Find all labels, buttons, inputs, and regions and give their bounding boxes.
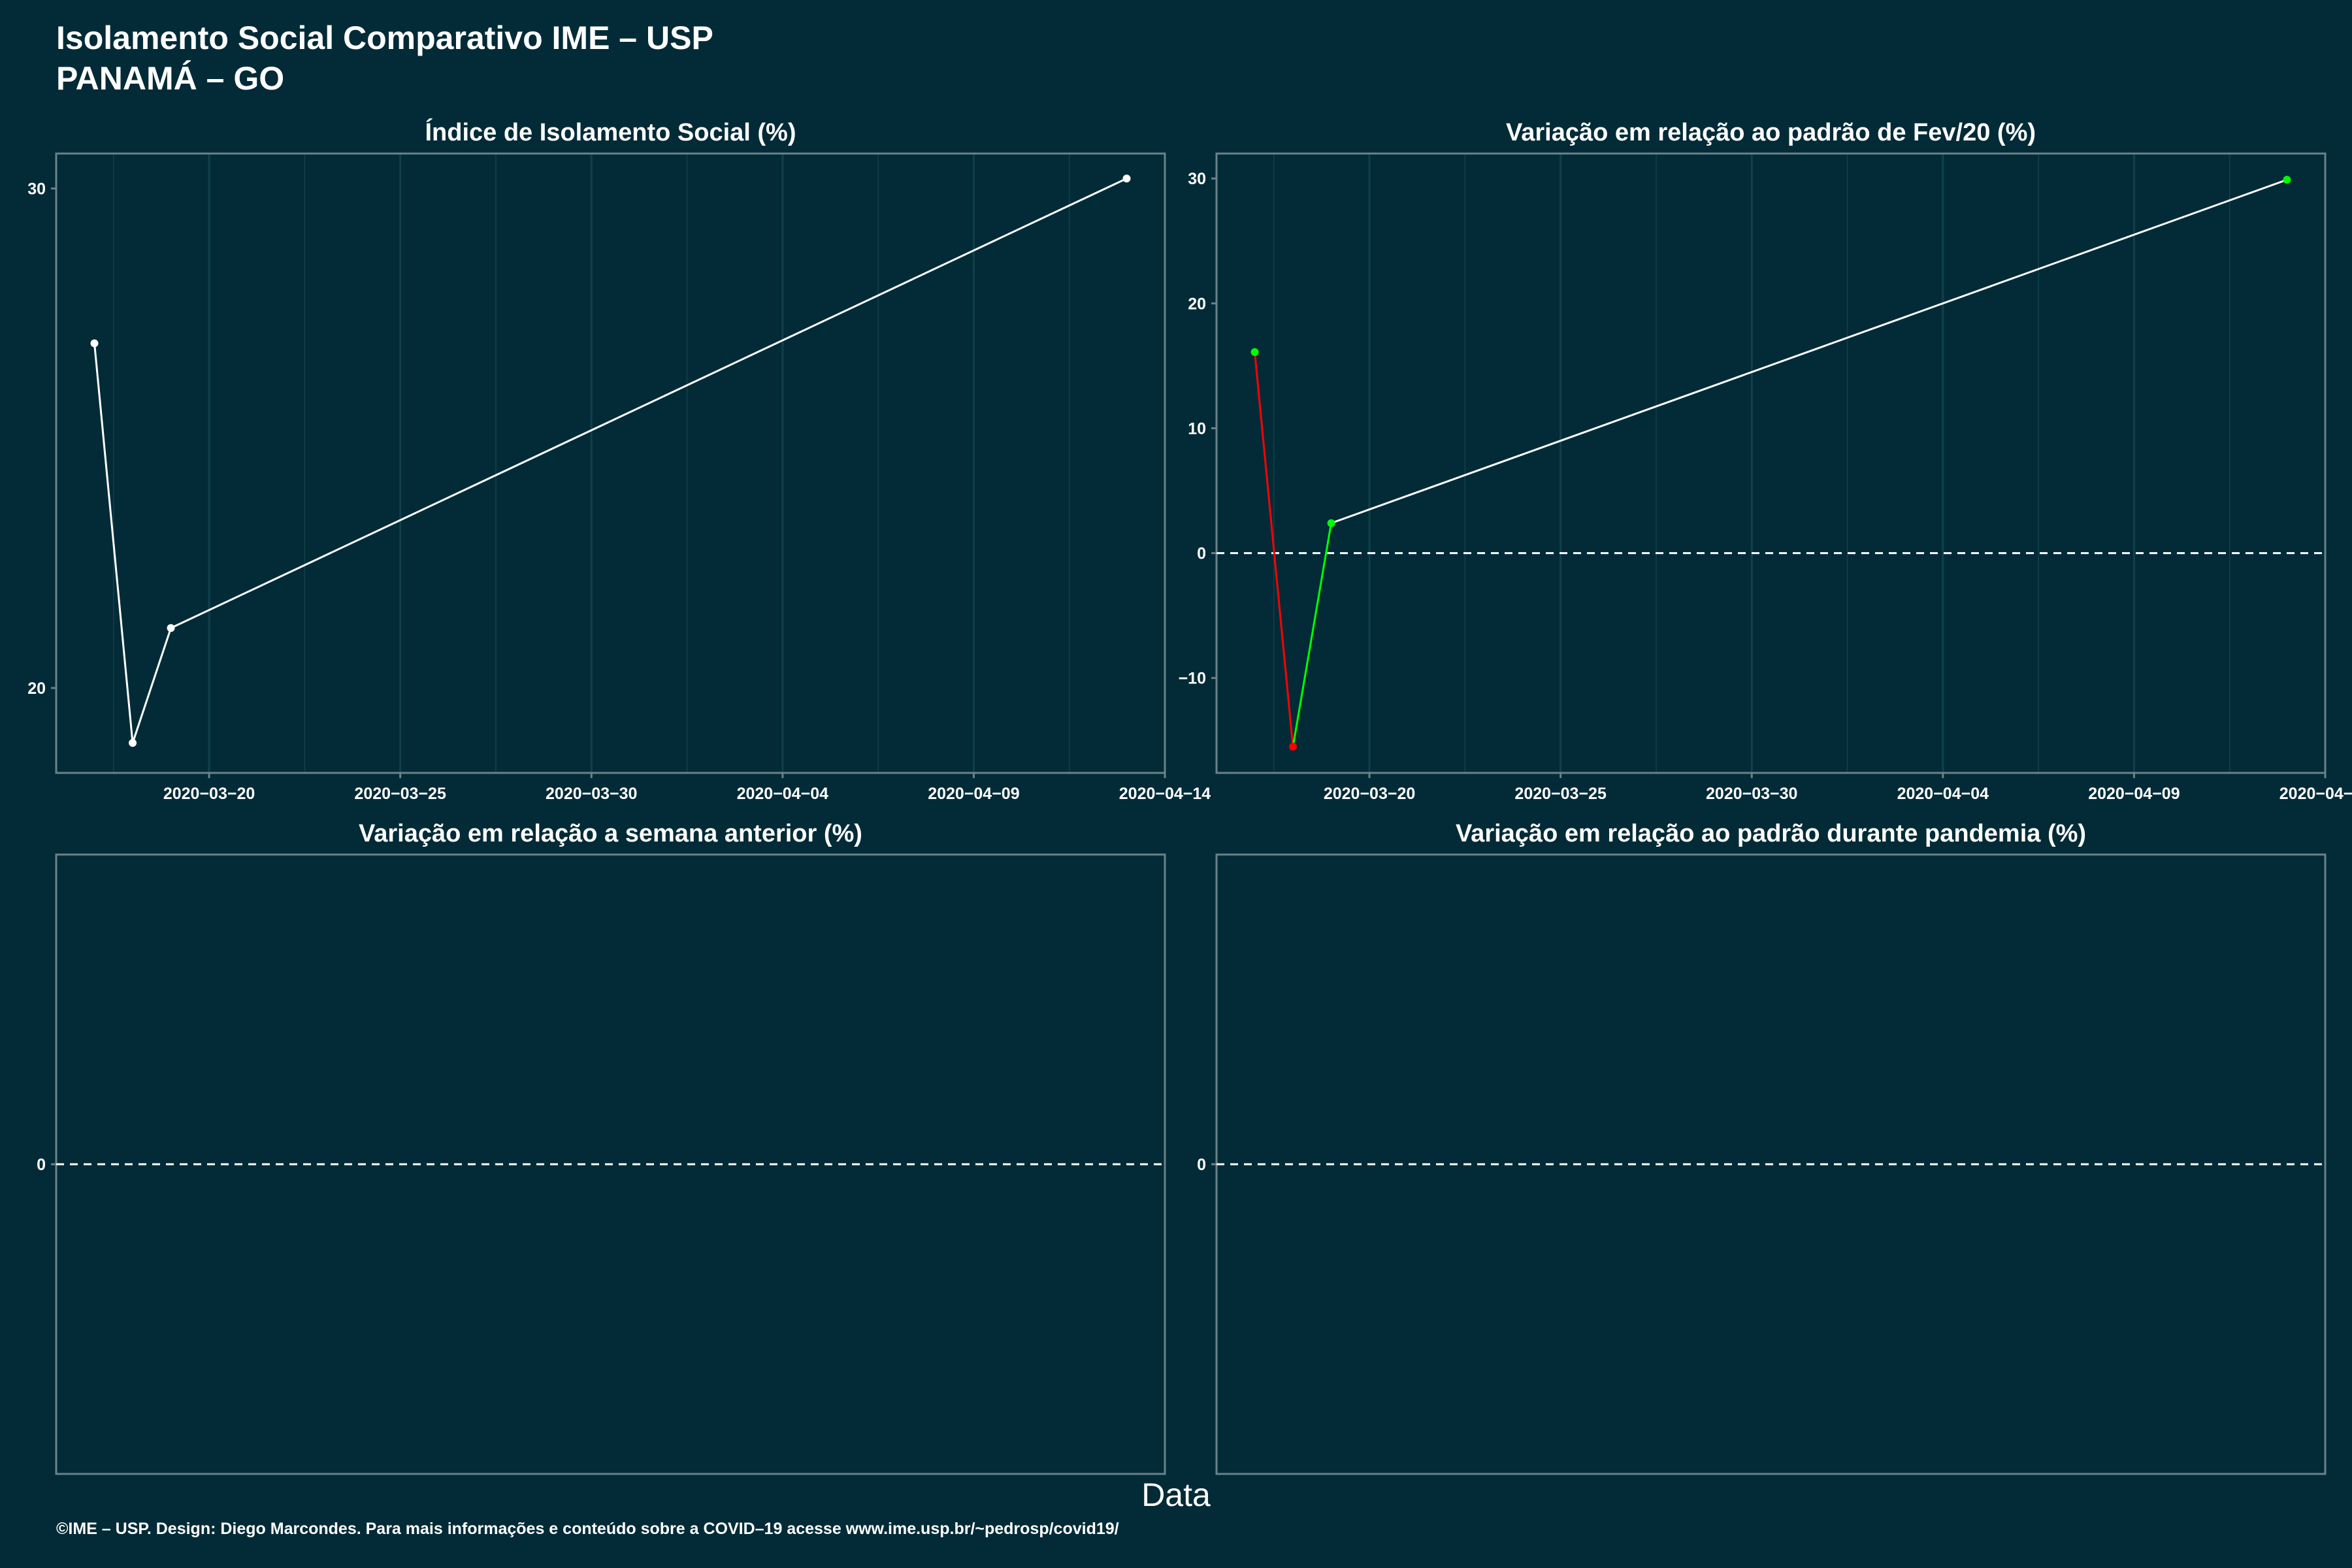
y-tick-label: −10 [1179, 670, 1206, 688]
data-point [167, 624, 175, 632]
data-point [1122, 174, 1131, 183]
y-tick-label: 0 [37, 1156, 46, 1174]
series-line-segment [131, 627, 172, 743]
x-tick-label: 2020−04−09 [2088, 785, 2180, 803]
x-axis-label: Data [1141, 1477, 1211, 1513]
data-point [129, 739, 137, 747]
panel-border [55, 152, 1166, 774]
series-line-segment [1254, 351, 1294, 747]
x-tick-label: 2020−04−09 [928, 785, 1019, 803]
series-line-segment [170, 177, 1128, 629]
x-tick-label: 2020−03−30 [546, 785, 637, 803]
y-tick-label: 20 [27, 679, 46, 698]
data-point [1250, 348, 1259, 356]
data-point [1327, 519, 1335, 527]
data-point [90, 339, 99, 348]
y-tick-label: 0 [1197, 545, 1206, 563]
panel-border [1215, 152, 2327, 774]
x-tick-label: 2020−04−04 [737, 785, 829, 803]
panel-title: Variação em relação a semana anterior (%… [359, 820, 862, 847]
page-subtitle: PANAMÁ – GO [56, 60, 285, 97]
footer-credits: ©IME – USP. Design: Diego Marcondes. Par… [56, 1520, 1119, 1538]
x-tick-label: 2020−04−14 [2279, 785, 2352, 803]
x-tick-label: 2020−04−14 [1119, 785, 1211, 803]
x-tick-label: 2020−03−25 [354, 785, 446, 803]
panel-title: Índice de Isolamento Social (%) [425, 118, 796, 146]
series-line-segment [1292, 523, 1333, 747]
x-tick-label: 2020−03−25 [1514, 785, 1607, 803]
y-tick-label: 20 [1188, 295, 1206, 313]
x-tick-label: 2020−03−30 [1706, 785, 1797, 803]
y-tick-label: 30 [1188, 170, 1206, 188]
series-line-segment [1331, 178, 2287, 525]
data-point [2283, 176, 2291, 184]
x-tick-label: 2020−04−04 [1897, 785, 1989, 803]
data-point [1289, 742, 1298, 751]
x-tick-label: 2020−03−20 [1324, 785, 1415, 803]
y-tick-label: 30 [27, 180, 46, 199]
x-tick-label: 2020−03−20 [163, 785, 255, 803]
page-title: Isolamento Social Comparativo IME – USP [56, 20, 713, 56]
y-tick-label: 0 [1197, 1156, 1206, 1174]
panel-title: Variação em relação ao padrão de Fev/20 … [1506, 119, 2036, 146]
y-tick-label: 10 [1188, 419, 1206, 438]
series-line-segment [93, 343, 134, 743]
panel-title: Variação em relação ao padrão durante pa… [1456, 820, 2086, 847]
